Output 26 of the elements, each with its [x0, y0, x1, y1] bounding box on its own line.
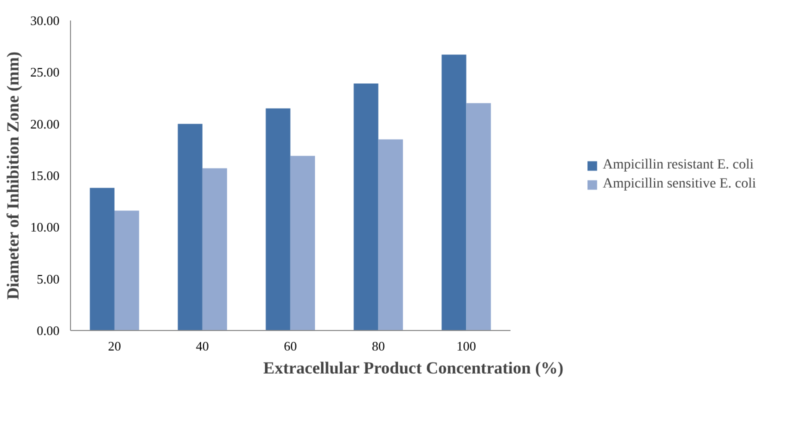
bar	[442, 54, 466, 330]
x-tick-label: 40	[196, 338, 209, 354]
x-axis-title: Extracellular Product Concentration (%)	[263, 358, 564, 378]
y-tick-label: 15.00	[30, 168, 60, 183]
y-tick-label: 0.00	[36, 323, 60, 338]
y-axis-title: Diameter of Inhibition Zone (mm)	[3, 52, 22, 300]
bar	[90, 188, 114, 330]
bar	[290, 156, 315, 330]
x-tick-label: 20	[108, 338, 121, 354]
bar	[466, 103, 491, 330]
bar	[266, 108, 290, 330]
x-tick-label: 80	[372, 338, 385, 354]
legend-label: Ampicillin sensitive E. coli	[602, 176, 756, 192]
bar	[202, 168, 228, 330]
bar	[378, 139, 403, 330]
y-tick-label: 25.00	[30, 64, 60, 80]
x-tick-label: 100	[456, 338, 476, 354]
y-tick-label: 5.00	[36, 271, 60, 286]
bar	[178, 124, 202, 330]
x-tick-label: 60	[284, 338, 297, 354]
y-tick-label: 30.00	[30, 13, 60, 28]
y-tick-label: 20.00	[30, 116, 60, 132]
legend-label: Ampicillin resistant E. coli	[602, 158, 754, 174]
bar	[114, 210, 140, 330]
bar	[354, 84, 378, 330]
y-tick-label: 10.00	[30, 220, 60, 235]
